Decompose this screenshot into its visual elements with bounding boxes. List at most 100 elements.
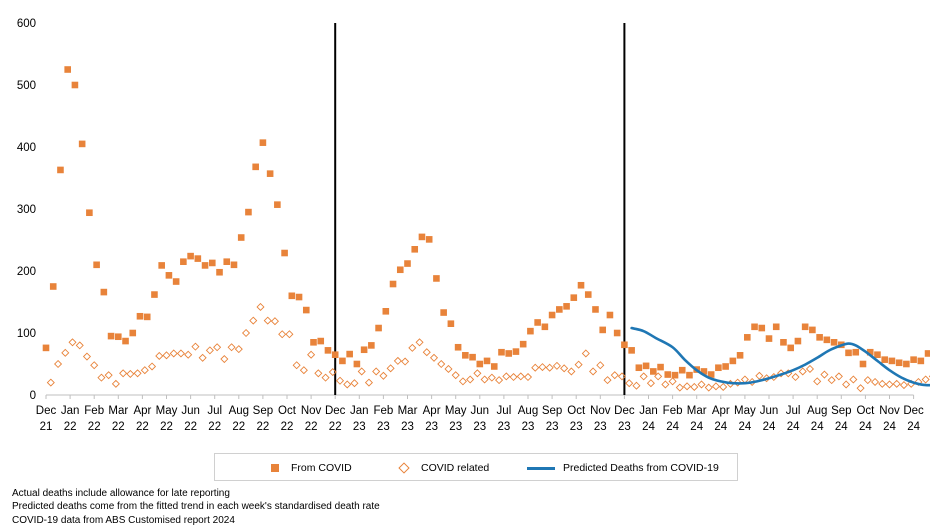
from-covid-point	[382, 308, 390, 315]
footnote-late-reporting: Actual deaths include allowance for late…	[12, 488, 230, 499]
from-covid-point	[317, 337, 325, 345]
from-covid-point	[657, 363, 664, 371]
x-tick-month: Dec	[903, 405, 924, 417]
x-tick-year: 24	[763, 421, 776, 433]
x-tick-year: 24	[907, 421, 920, 433]
x-tick-year: 22	[136, 421, 149, 433]
covid-related-point	[220, 355, 229, 364]
from-covid-point	[201, 262, 209, 269]
from-covid-point	[396, 266, 404, 274]
from-covid-point	[874, 351, 881, 358]
covid-related-point	[856, 384, 865, 393]
from-covid-point	[888, 357, 896, 365]
covid-related-point	[299, 366, 308, 375]
covid-related-point	[871, 377, 880, 387]
line-marker-icon	[527, 466, 555, 470]
covid-related-point	[234, 345, 243, 354]
covid-related-point	[140, 366, 149, 375]
covid-related-point	[813, 377, 822, 386]
from-covid-point	[476, 360, 484, 368]
covid-related-point	[357, 367, 366, 376]
from-covid-point	[715, 364, 722, 372]
covid-related-point	[126, 369, 135, 378]
x-tick-year: 24	[642, 421, 655, 433]
covid-related-point	[581, 349, 590, 358]
x-tick-month: Nov	[301, 405, 322, 417]
from-covid-point	[794, 337, 802, 345]
covid-related-point	[249, 316, 258, 325]
from-covid-point	[122, 337, 129, 345]
series-from-covid	[42, 66, 930, 379]
covid-related-point	[111, 379, 120, 388]
from-covid-point	[418, 233, 426, 241]
from-covid-point	[606, 311, 614, 319]
from-covid-point	[78, 140, 86, 148]
from-covid-point	[462, 352, 469, 359]
from-covid-point	[924, 350, 930, 357]
from-covid-point	[650, 368, 657, 375]
covid-related-point	[827, 376, 836, 385]
covid-related-point	[328, 368, 337, 377]
from-covid-point	[339, 357, 346, 365]
from-covid-point	[729, 357, 737, 365]
y-tick-label: 200	[17, 266, 36, 278]
covid-related-point	[755, 371, 764, 380]
x-tick-year: 22	[305, 421, 318, 433]
x-tick-month: Dec	[614, 405, 635, 417]
covid-related-point	[364, 378, 373, 387]
from-covid-point	[245, 208, 252, 216]
covid-related-point	[574, 360, 583, 369]
covid-related-point	[878, 379, 887, 388]
covid-related-point	[603, 376, 612, 385]
covid-related-point	[675, 383, 684, 392]
covid-related-point	[227, 343, 236, 352]
from-covid-point	[780, 339, 787, 346]
legend-label-predicted: Predicted Deaths from COVID-19	[563, 462, 719, 474]
footnote-predicted-method: Predicted deaths come from the fitted tr…	[12, 501, 380, 513]
x-tick-year: 23	[377, 421, 390, 433]
from-covid-point	[744, 334, 751, 341]
from-covid-point	[599, 326, 607, 334]
x-tick-year: 23	[618, 421, 631, 433]
legend-label-covid-related: COVID related	[421, 462, 490, 474]
covid-related-point	[842, 380, 851, 389]
from-covid-point	[324, 347, 332, 354]
from-covid-point	[483, 357, 491, 365]
covid-related-point	[495, 376, 504, 385]
covid-related-point	[119, 369, 128, 378]
covid-related-point	[408, 343, 417, 352]
covid-related-point	[892, 379, 901, 388]
covid-related-point	[545, 363, 554, 372]
from-covid-point	[628, 347, 635, 354]
covid-related-point	[61, 348, 70, 357]
x-tick-month: Jul	[786, 405, 801, 417]
from-covid-point	[512, 348, 520, 355]
y-tick-label: 0	[30, 390, 36, 402]
x-tick-month: Apr	[423, 405, 441, 417]
from-covid-point	[64, 66, 71, 73]
covid-related-point	[820, 370, 829, 379]
x-tick-month: Jun	[181, 405, 200, 417]
covid-related-point	[437, 359, 446, 369]
covid-related-point	[646, 379, 655, 388]
covid-related-point	[914, 377, 923, 387]
covid-related-point	[451, 371, 460, 380]
covid-related-point	[256, 302, 265, 311]
covid-related-point	[162, 351, 171, 360]
covid-related-point	[849, 375, 858, 384]
covid-related-point	[307, 350, 316, 359]
from-covid-point	[671, 371, 679, 379]
x-tick-month: Oct	[567, 405, 586, 417]
covid-related-point	[733, 378, 742, 387]
x-tick-year: 24	[690, 421, 703, 433]
y-tick-label: 500	[17, 80, 36, 92]
from-covid-point	[751, 323, 758, 331]
x-tick-year: 23	[401, 421, 414, 433]
x-tick-month: Feb	[663, 405, 683, 417]
x-tick-year: 22	[329, 421, 342, 433]
from-covid-point	[903, 360, 910, 368]
legend-label-from-covid: From COVID	[291, 462, 352, 474]
from-covid-point	[194, 255, 202, 262]
x-axis-ticks: Dec 21 Jan 22 Feb 22 Mar 22 Apr 22 May 22 Jun 22 Jul 22…	[36, 395, 924, 433]
from-covid-point	[71, 81, 79, 89]
